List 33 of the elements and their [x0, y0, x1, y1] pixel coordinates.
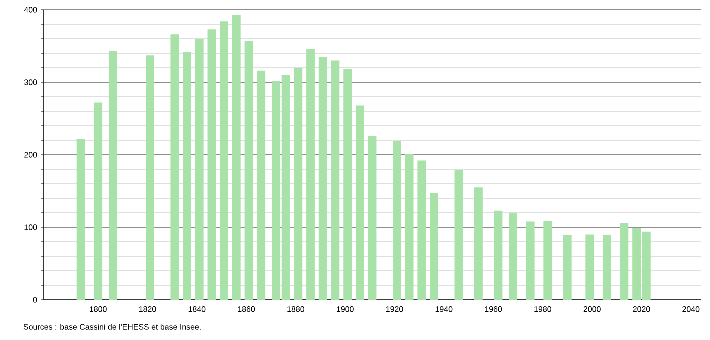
bar — [405, 154, 414, 300]
bar — [544, 220, 552, 300]
bar — [509, 213, 518, 300]
bar — [244, 41, 254, 300]
bar — [418, 160, 426, 300]
bar — [563, 235, 572, 300]
bar — [368, 136, 377, 300]
bar — [306, 49, 315, 300]
bar — [232, 15, 241, 300]
bar — [474, 188, 483, 300]
bar — [108, 51, 118, 300]
bar — [183, 52, 192, 300]
bar — [170, 34, 180, 300]
bar — [257, 70, 266, 300]
bar — [620, 223, 629, 300]
bar — [94, 102, 103, 300]
bar — [195, 39, 204, 300]
bar — [344, 69, 352, 300]
bar — [454, 170, 464, 300]
bar — [331, 60, 340, 300]
bar — [220, 22, 229, 300]
bar — [430, 193, 438, 300]
bar — [356, 106, 364, 300]
bar — [294, 68, 303, 300]
bar — [586, 234, 594, 300]
bar — [602, 235, 612, 300]
bar — [146, 56, 154, 300]
bar — [208, 30, 216, 300]
bar — [526, 222, 535, 300]
bar — [318, 57, 328, 300]
bar — [76, 139, 86, 300]
bar — [494, 210, 503, 300]
bar — [393, 141, 402, 300]
